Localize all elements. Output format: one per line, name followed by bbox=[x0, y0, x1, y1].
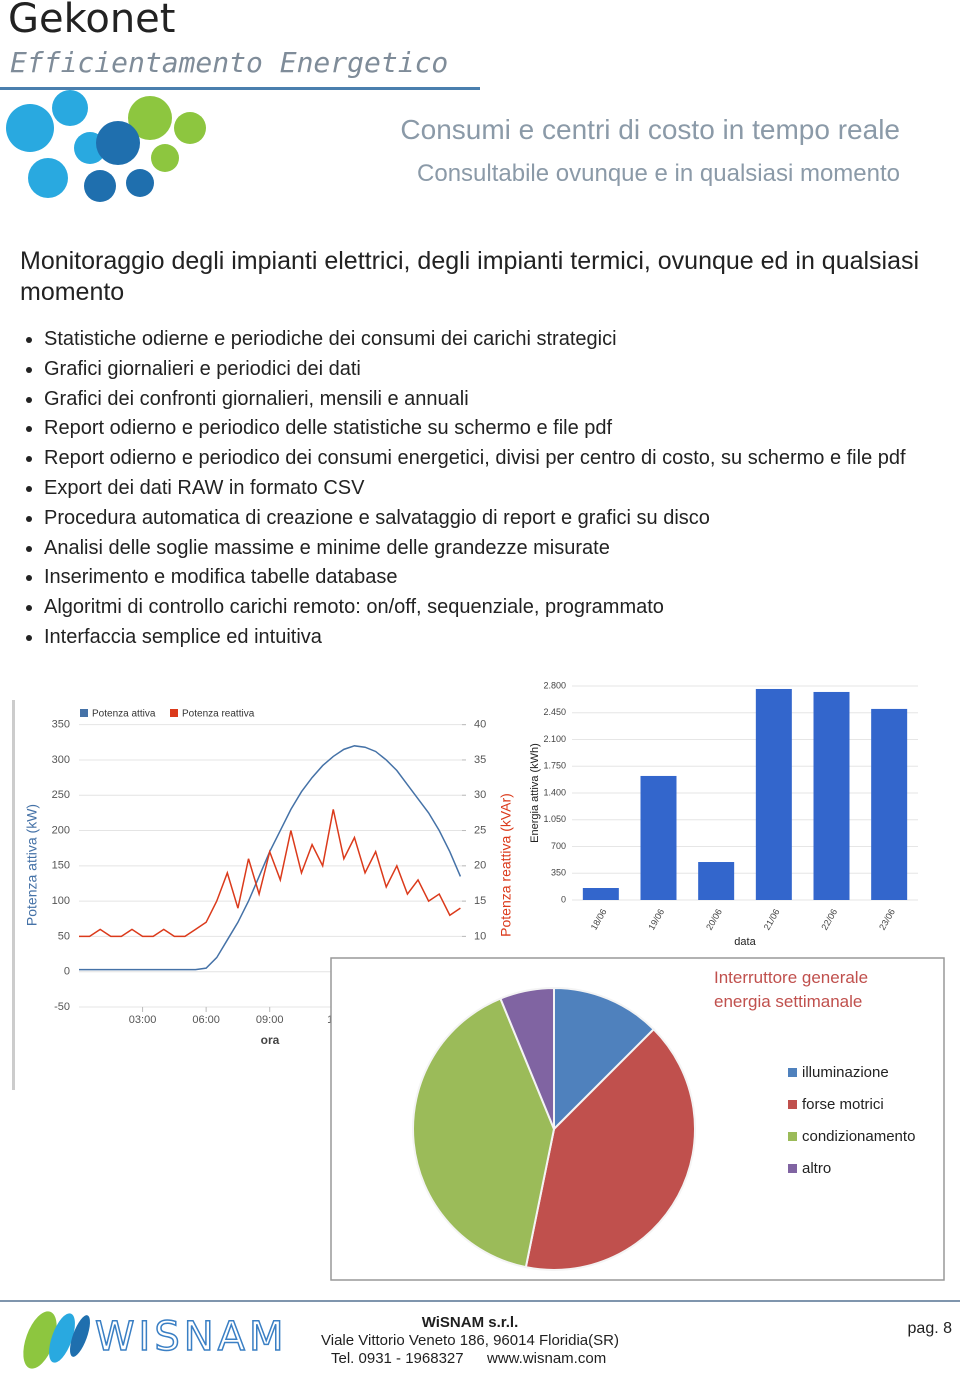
y-axis-label: Energia attiva (kWh) bbox=[529, 743, 541, 843]
bar bbox=[582, 888, 619, 900]
y-tick-label: 1.750 bbox=[543, 761, 566, 771]
chart-frame bbox=[12, 700, 15, 1090]
bar bbox=[813, 691, 850, 900]
tagline: Consultabile ovunque e in qualsiasi mome… bbox=[417, 160, 900, 187]
x-tick-label: 06:00 bbox=[192, 1014, 220, 1026]
feature-item: Statistiche odierne e periodiche dei con… bbox=[44, 326, 956, 352]
y2-axis-label: Potenza reattiva (kVAr) bbox=[498, 793, 514, 937]
y2-tick-label: 20 bbox=[474, 860, 486, 872]
legend-swatch bbox=[80, 709, 88, 717]
series-line bbox=[79, 809, 461, 938]
legend-swatch bbox=[788, 1100, 797, 1109]
y-tick-label: 350 bbox=[551, 868, 566, 878]
legend-swatch bbox=[788, 1164, 797, 1173]
y-tick-label: 100 bbox=[52, 895, 70, 907]
y-tick-label: 1.050 bbox=[543, 814, 566, 824]
puzzle-green bbox=[128, 96, 206, 172]
x-tick-label: 22/06 bbox=[819, 907, 839, 932]
puzzle-dark bbox=[84, 121, 154, 202]
page-number: pag. 8 bbox=[907, 1320, 952, 1337]
x-tick-label: 09:00 bbox=[256, 1014, 284, 1026]
feature-item: Interfaccia semplice ed intuitiva bbox=[44, 624, 956, 650]
legend-label: Potenza attiva bbox=[92, 709, 156, 720]
feature-item: Grafici giornalieri e periodici dei dati bbox=[44, 356, 956, 382]
y-tick-label: 700 bbox=[551, 841, 566, 851]
intro: Monitoraggio degli impianti elettrici, d… bbox=[20, 247, 920, 306]
feature-item: Procedura automatica di creazione e salv… bbox=[44, 505, 956, 531]
legend-swatch bbox=[170, 709, 178, 717]
brand-subtitle: Efficientamento Energetico bbox=[10, 46, 449, 79]
y-tick-label: 2.100 bbox=[543, 734, 566, 744]
legend-label: altro bbox=[802, 1160, 831, 1177]
header-rule bbox=[0, 87, 480, 90]
plot-area bbox=[79, 745, 462, 971]
pie-title: Interruttore generale energia settimanal… bbox=[714, 968, 869, 1011]
feature-item: Inserimento e modifica tabelle database bbox=[44, 564, 956, 590]
feature-item: Report odierno e periodico delle statist… bbox=[44, 415, 956, 441]
y-tick-label: 250 bbox=[52, 789, 70, 801]
y-axis-label: Potenza attiva (kW) bbox=[24, 804, 40, 926]
y-tick-label: 0 bbox=[64, 966, 70, 978]
bar bbox=[871, 708, 908, 900]
feature-item: Analisi delle soglie massime e minime de… bbox=[44, 535, 956, 561]
footer-company: WiSNAM s.r.l. bbox=[421, 1314, 519, 1331]
bar bbox=[698, 862, 735, 900]
brand-title: Gekonet bbox=[8, 0, 176, 42]
x-tick-label: 18/06 bbox=[589, 907, 609, 932]
y-tick-label: 200 bbox=[52, 824, 70, 836]
puzzle-blue bbox=[6, 90, 106, 198]
y2-tick-label: 25 bbox=[474, 824, 486, 836]
y-tick-label: 2.450 bbox=[543, 707, 566, 717]
pie-slice bbox=[412, 997, 556, 1269]
y2-tick-label: 30 bbox=[474, 789, 486, 801]
y-tick-label: 300 bbox=[52, 754, 70, 766]
feature-item: Report odierno e periodico dei consumi e… bbox=[44, 445, 956, 471]
bar bbox=[755, 688, 792, 900]
legend-swatch bbox=[788, 1132, 797, 1141]
legend-label: illuminazione bbox=[802, 1064, 889, 1081]
x-tick-label: 21/06 bbox=[762, 907, 782, 932]
pie-slice bbox=[553, 986, 656, 1132]
y-tick-label: 0 bbox=[561, 894, 566, 904]
feature-item: Grafici dei confronti giornalieri, mensi… bbox=[44, 386, 956, 412]
legend-swatch bbox=[788, 1068, 797, 1077]
feature-item: Export dei dati RAW in formato CSV bbox=[44, 475, 956, 501]
y2-tick-label: 35 bbox=[474, 754, 486, 766]
x-axis-label: data bbox=[734, 936, 756, 948]
x-tick-label: 23/06 bbox=[877, 907, 897, 932]
feature-list: Statistiche odierne e periodiche dei con… bbox=[18, 326, 956, 654]
feature-item: Algoritmi di controllo carichi remoto: o… bbox=[44, 594, 956, 620]
legend-label: Potenza reattiva bbox=[182, 709, 255, 720]
y2-tick-label: 15 bbox=[474, 895, 486, 907]
y-tick-label: 350 bbox=[52, 719, 70, 731]
x-axis-label: ora bbox=[261, 1033, 280, 1047]
footer-address: Viale Vittorio Veneto 186, 96014 Floridi… bbox=[321, 1332, 619, 1349]
pie-slice bbox=[524, 1027, 696, 1271]
y-tick-label: 2.800 bbox=[543, 680, 566, 690]
y-tick-label: 1.400 bbox=[543, 787, 566, 797]
y2-tick-label: 40 bbox=[474, 719, 486, 731]
footer-logo: WISNAM bbox=[94, 1313, 288, 1361]
legend-label: forse motrici bbox=[802, 1096, 884, 1113]
pie-slice bbox=[499, 986, 555, 1130]
legend-label: condizionamento bbox=[802, 1128, 915, 1145]
x-tick-label: 20/06 bbox=[704, 907, 724, 932]
y-tick-label: 50 bbox=[58, 930, 70, 942]
tagline: Consumi e centri di costo in tempo reale bbox=[400, 114, 900, 145]
y2-tick-label: 10 bbox=[474, 930, 486, 942]
footer-phone: Tel. 0931 - 1968327 bbox=[331, 1350, 464, 1367]
bar bbox=[640, 775, 677, 900]
x-tick-label: 03:00 bbox=[129, 1014, 157, 1026]
puzzle-graphic bbox=[6, 90, 206, 202]
x-tick-label: 19/06 bbox=[646, 907, 666, 932]
footer-leaf bbox=[23, 1311, 90, 1369]
y-tick-label: 150 bbox=[52, 860, 70, 872]
footer-website: www.wisnam.com bbox=[487, 1350, 607, 1367]
y-tick-label: -50 bbox=[54, 1001, 70, 1013]
